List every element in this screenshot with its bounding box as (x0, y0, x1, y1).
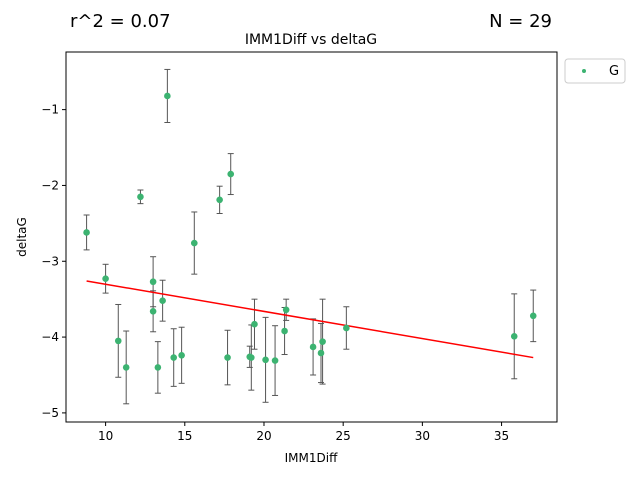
data-point (319, 338, 326, 345)
y-tick-label: −1 (41, 103, 59, 117)
data-point (251, 320, 258, 328)
data-point (510, 333, 518, 340)
x-tick-label: 15 (177, 429, 192, 443)
data-point (154, 364, 162, 371)
data-point (114, 337, 122, 345)
regression-line (86, 280, 534, 359)
y-tick-label: −4 (41, 330, 59, 344)
y-tick-label: −2 (41, 178, 59, 192)
data-point (83, 229, 90, 236)
data-point (281, 327, 288, 335)
plot-area (83, 68, 537, 405)
data-point (190, 239, 198, 247)
data-point (149, 278, 157, 286)
y-axis-label: deltaG (15, 217, 29, 257)
data-point (282, 306, 290, 314)
data-point (529, 312, 537, 320)
data-point (122, 364, 130, 371)
data-point (248, 354, 255, 361)
data-point (309, 343, 317, 351)
legend-label: G (609, 64, 619, 79)
data-point (343, 324, 350, 332)
y-tick-label: −5 (41, 406, 59, 420)
x-tick-label: 30 (415, 429, 430, 443)
data-point (227, 170, 235, 178)
x-tick-label: 20 (256, 429, 271, 443)
plot-frame (65, 51, 558, 423)
data-point (102, 275, 109, 283)
data-point (137, 193, 144, 201)
data-point (159, 297, 166, 304)
chart-title: IMM1Diff vs deltaG (245, 32, 377, 48)
y-tick-label: −3 (41, 254, 59, 268)
data-point (262, 356, 269, 364)
x-tick-label: 25 (336, 429, 351, 443)
data-point (164, 92, 171, 100)
data-point (317, 349, 325, 357)
sample-count-label: N = 29 (489, 11, 552, 32)
data-point (149, 308, 157, 315)
x-axis-label: IMM1Diff (285, 451, 338, 465)
data-point (224, 354, 231, 361)
axes: 10 15 20 25 30 35 −1 −2 −3 −4 −5 (41, 103, 509, 443)
data-point (271, 357, 279, 364)
data-point (178, 351, 185, 359)
legend-frame (564, 58, 626, 84)
r-squared-label: r^2 = 0.07 (70, 11, 171, 32)
legend-marker (582, 69, 586, 73)
legend: G (564, 58, 626, 84)
x-tick-label: 10 (98, 429, 113, 443)
x-tick-label: 35 (494, 429, 509, 443)
data-point (170, 354, 178, 361)
data-point (216, 196, 223, 204)
